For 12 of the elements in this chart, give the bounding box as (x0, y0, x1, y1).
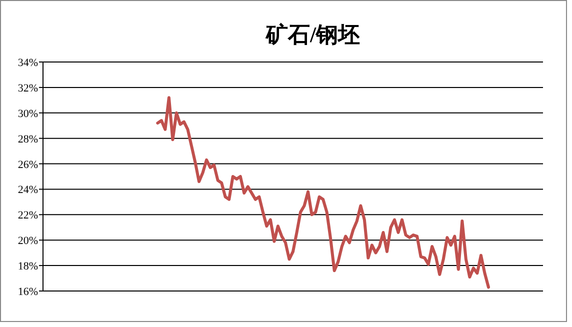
y-tick-label: 30% (18, 108, 38, 120)
line-series (156, 96, 490, 289)
y-tick-label: 22% (18, 210, 38, 222)
y-tick-label: 18% (18, 260, 38, 273)
y-tick-label: 16% (18, 286, 38, 298)
y-tick-label: 24% (18, 184, 38, 196)
y-tick-label: 20% (18, 235, 38, 248)
y-tick-label: 26% (18, 158, 38, 171)
y-tick-label: 32% (18, 82, 38, 94)
chart-title: 矿石/钢坯 (264, 22, 360, 47)
y-tick-label: 28% (18, 133, 38, 146)
y-tick-label: 34% (18, 57, 38, 69)
